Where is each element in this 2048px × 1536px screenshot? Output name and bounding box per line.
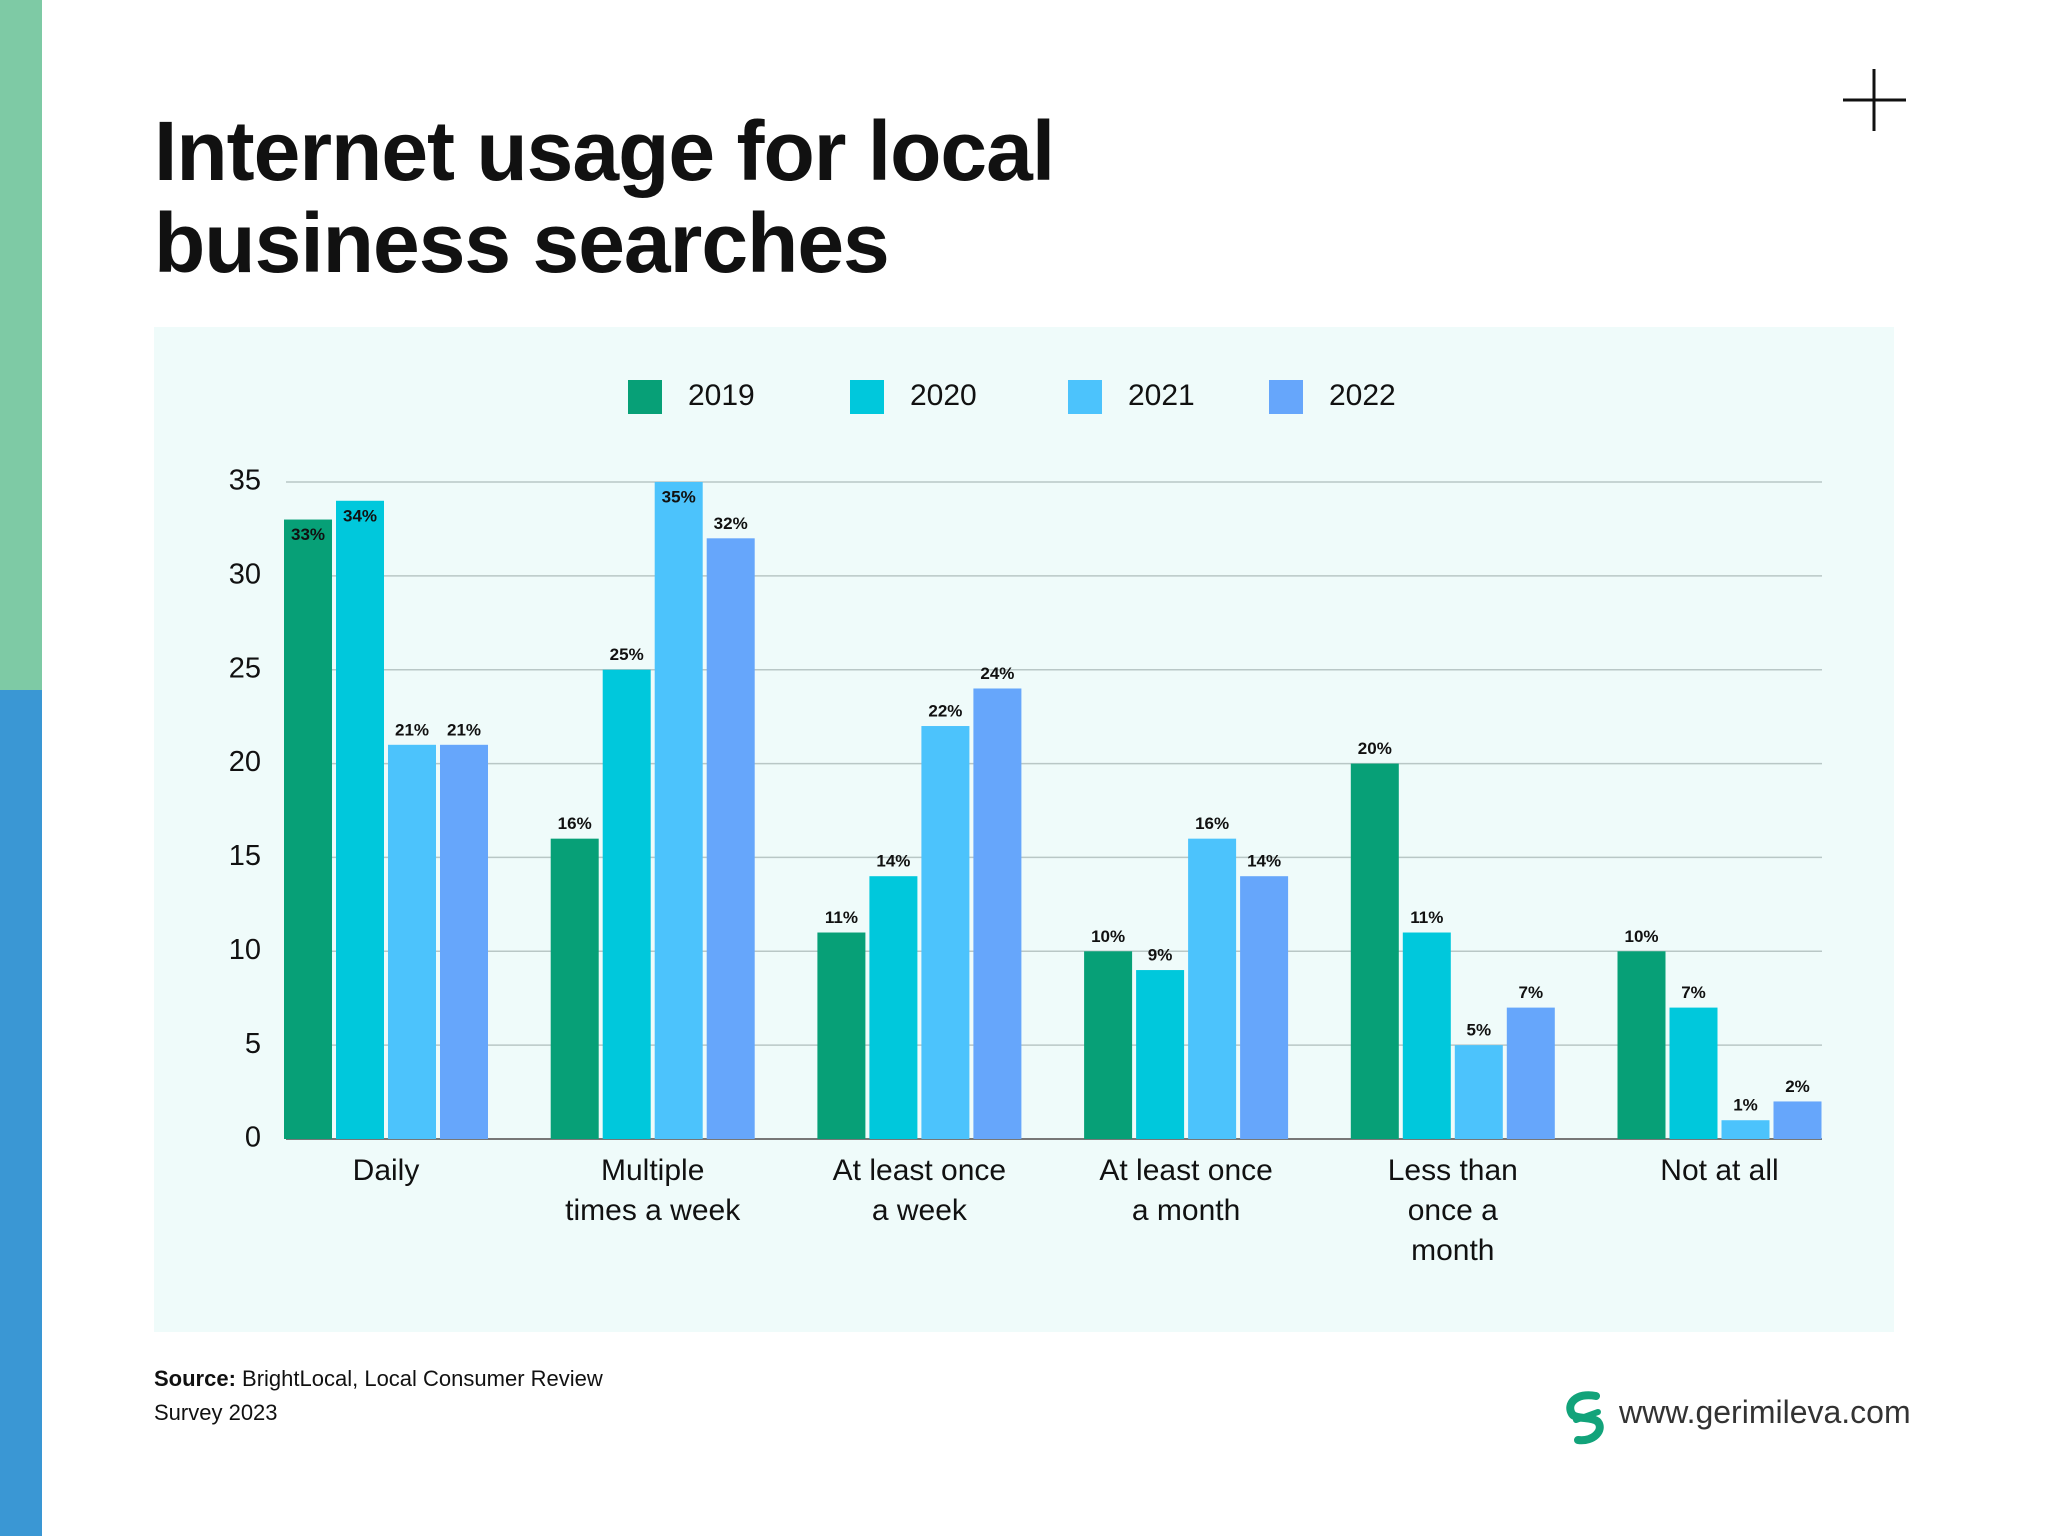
x-tick-label: Multiple times a week	[565, 1154, 741, 1227]
y-tick-label: 15	[229, 840, 261, 872]
legend-item: 2020	[910, 379, 977, 412]
data-label: 21%	[447, 720, 481, 739]
bar	[1506, 1007, 1555, 1139]
x-tick-label: Daily	[352, 1154, 420, 1187]
source-note: Source: BrightLocal, Local Consumer Revi…	[154, 1362, 674, 1430]
x-tick-label: Not at all	[1660, 1154, 1779, 1187]
bar	[602, 669, 651, 1139]
y-tick-label: 30	[229, 559, 261, 591]
data-label: 11%	[1410, 908, 1443, 927]
y-tick-label: 10	[229, 934, 261, 966]
x-tick-label: Less than once a month	[1387, 1154, 1518, 1267]
data-label: 14%	[1247, 852, 1281, 871]
data-label: 16%	[1195, 814, 1229, 833]
bar	[550, 838, 599, 1139]
legend-item: 2019	[688, 379, 755, 412]
y-tick-label: 20	[229, 746, 261, 778]
website: www.gerimileva.com	[1619, 1394, 1911, 1430]
x-tick-label: At least once a month	[1099, 1154, 1273, 1227]
data-label: 21%	[395, 720, 429, 739]
legend-item: 2022	[1329, 379, 1396, 412]
chart-panel: 2019 2020 2021 2022 0 5 10 15 20 25 30 35 33% 34% 21% 2…	[154, 327, 1894, 1332]
accent-stripe	[0, 690, 42, 1536]
data-label: 32%	[714, 514, 748, 533]
legend-swatch	[850, 380, 884, 414]
bar	[1454, 1045, 1503, 1139]
data-label: 24%	[980, 664, 1014, 683]
bar	[1240, 876, 1289, 1139]
bar	[1402, 932, 1451, 1139]
source-label: Source:	[154, 1366, 236, 1391]
bar	[1136, 970, 1185, 1139]
data-label: 9%	[1148, 946, 1173, 965]
bar	[1721, 1120, 1770, 1139]
data-label: 34%	[343, 506, 377, 525]
legend-swatch	[628, 380, 662, 414]
bar	[921, 726, 970, 1139]
y-tick-label: 5	[245, 1028, 261, 1060]
data-label: 14%	[876, 852, 910, 871]
legend-swatch	[1269, 380, 1303, 414]
data-label: 22%	[928, 702, 962, 721]
legend-swatch	[1068, 380, 1102, 414]
data-label: 11%	[825, 908, 858, 927]
y-tick-label: 35	[229, 465, 261, 497]
bar	[654, 482, 703, 1139]
chart: 2019 2020 2021 2022 0 5 10 15 20 25 30 35 33% 34% 21% 2…	[229, 379, 1822, 1154]
bar	[1084, 951, 1133, 1139]
data-label: 2%	[1785, 1077, 1810, 1096]
bar	[1188, 838, 1237, 1139]
data-label: 10%	[1091, 927, 1125, 946]
accent-stripe	[0, 0, 42, 690]
data-label: 10%	[1624, 927, 1658, 946]
data-label: 16%	[558, 814, 592, 833]
legend-item: 2021	[1128, 379, 1195, 412]
bar	[336, 500, 384, 1139]
bar	[388, 744, 436, 1139]
data-label: 1%	[1733, 1096, 1758, 1115]
chart-title: Internet usage for local business search…	[154, 104, 1055, 290]
bar	[1617, 951, 1666, 1139]
bar	[1773, 1101, 1822, 1139]
data-label: 7%	[1681, 983, 1706, 1002]
x-tick-label: At least once a week	[832, 1154, 1007, 1227]
bar	[1669, 1007, 1718, 1139]
y-tick-label: 0	[245, 1122, 261, 1154]
y-tick-label: 25	[229, 652, 261, 684]
data-label: 35%	[662, 487, 696, 506]
source-text: BrightLocal, Local Consumer Review Surve…	[154, 1366, 603, 1425]
data-label: 7%	[1519, 983, 1544, 1002]
bar	[284, 519, 332, 1139]
bar	[869, 876, 918, 1139]
bar	[440, 744, 488, 1139]
bar	[1350, 763, 1399, 1139]
bar	[706, 538, 755, 1139]
data-label: 20%	[1358, 739, 1392, 758]
logo	[1566, 1391, 1604, 1445]
bar	[973, 688, 1022, 1139]
data-label: 33%	[291, 525, 325, 544]
data-label: 25%	[610, 645, 644, 664]
data-label: 5%	[1467, 1021, 1492, 1040]
bar	[817, 932, 866, 1139]
